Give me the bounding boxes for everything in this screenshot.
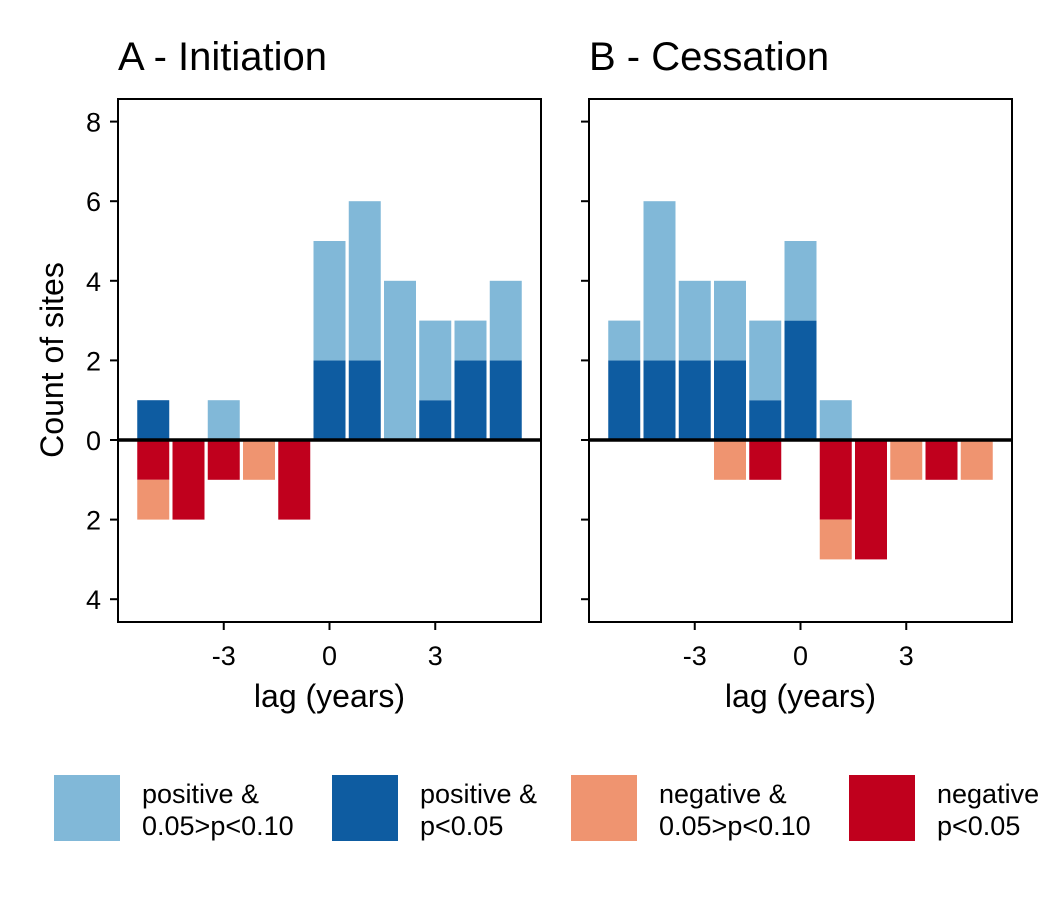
bar <box>678 360 711 440</box>
y-tick-label: 4 <box>86 267 101 297</box>
bar <box>714 280 746 361</box>
bar <box>714 360 746 440</box>
legend-label: p<0.05 <box>420 811 503 841</box>
bar <box>489 280 522 361</box>
bar <box>749 400 782 440</box>
x-tick-label: 0 <box>322 641 337 671</box>
bar <box>454 320 487 361</box>
x-axis-title: lag (years) <box>725 678 876 714</box>
bar <box>137 440 170 480</box>
bar <box>643 201 676 361</box>
y-tick-label: 2 <box>86 346 101 376</box>
y-tick-label: 0 <box>86 426 101 456</box>
x-axis-title: lag (years) <box>254 678 405 714</box>
bar <box>890 440 923 480</box>
bar <box>749 320 782 401</box>
legend-swatch <box>332 775 398 841</box>
y-tick-label: 6 <box>86 187 101 217</box>
bar <box>384 280 416 440</box>
y-tick-label: 8 <box>86 108 101 138</box>
x-tick-label: -3 <box>683 641 707 671</box>
y-tick-label: 2 <box>86 506 101 536</box>
legend-swatch <box>54 775 120 841</box>
bar <box>419 320 452 401</box>
bar <box>714 440 746 480</box>
legend-label: 0.05>p<0.10 <box>659 811 811 841</box>
bar <box>925 440 958 480</box>
bar <box>643 360 676 440</box>
bar <box>749 440 782 480</box>
bar <box>172 440 205 520</box>
y-tick-label: 4 <box>86 585 101 615</box>
legend-swatch <box>849 775 915 841</box>
bar <box>207 440 240 480</box>
legend-label: negative <box>937 779 1039 809</box>
bar <box>960 440 993 480</box>
legend-label: positive & <box>142 779 259 809</box>
bar <box>243 440 275 480</box>
bar <box>489 360 522 440</box>
bar <box>207 400 240 440</box>
legend-label: positive & <box>420 779 537 809</box>
bar <box>819 440 852 520</box>
legend-label: negative & <box>659 779 787 809</box>
bar <box>137 400 170 440</box>
x-tick-label: 3 <box>899 641 914 671</box>
bar <box>313 241 346 361</box>
bar <box>608 360 641 440</box>
bar <box>819 519 852 560</box>
bar <box>784 320 817 440</box>
legend-label: p<0.05 <box>937 811 1020 841</box>
bar <box>855 440 887 560</box>
y-axis-title: Count of sites <box>34 262 70 458</box>
bar <box>819 400 852 440</box>
x-tick-label: 0 <box>793 641 808 671</box>
bar <box>608 320 641 361</box>
bar <box>348 201 381 361</box>
bar <box>454 360 487 440</box>
bar <box>137 479 170 520</box>
bar <box>313 360 346 440</box>
x-tick-label: 3 <box>428 641 443 671</box>
legend-swatch <box>571 775 637 841</box>
bar <box>348 360 381 440</box>
bar <box>678 280 711 361</box>
bar <box>784 241 817 321</box>
panel-title: B - Cessation <box>589 35 829 79</box>
x-tick-label: -3 <box>212 641 236 671</box>
panel-title: A - Initiation <box>118 35 327 79</box>
bar <box>278 440 311 520</box>
legend-label: 0.05>p<0.10 <box>142 811 294 841</box>
bar <box>419 400 452 440</box>
